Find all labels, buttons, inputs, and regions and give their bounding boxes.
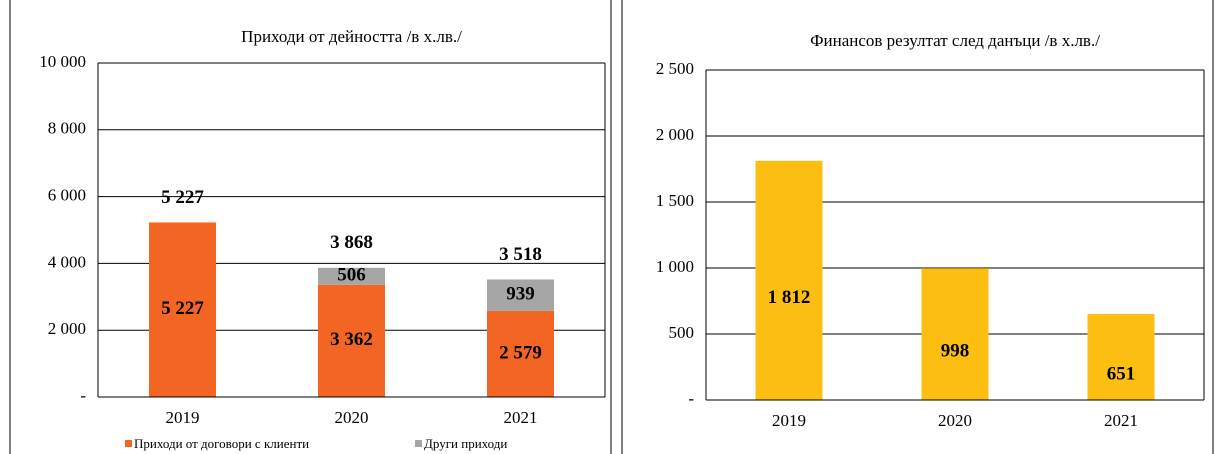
bar: [755, 160, 823, 400]
y-tick-label: 8 000: [48, 119, 86, 138]
y-tick-label: -: [688, 389, 694, 408]
panel-left: [9, 0, 612, 454]
segment-label: 3 362: [330, 329, 373, 350]
x-tick-label: 2019: [166, 408, 200, 427]
legend-label: Приходи от договори с клиенти: [134, 436, 309, 451]
y-tick-label: 6 000: [48, 186, 86, 205]
segment-label: 939: [506, 284, 535, 305]
total-label: 3 518: [499, 244, 542, 265]
bar: [921, 268, 989, 400]
chart-title: Финансов резултат след данъци /в х.лв./: [810, 31, 1100, 50]
segment-label: 506: [337, 265, 366, 286]
y-tick-label: -: [80, 386, 86, 405]
data-label: 1 812: [768, 287, 811, 308]
x-tick-label: 2020: [335, 408, 369, 427]
legend-label: Други приходи: [424, 436, 507, 451]
y-tick-label: 2 000: [48, 319, 86, 338]
panel-right: [621, 0, 1214, 454]
legend-swatch: [125, 440, 132, 447]
bar-segment: [149, 222, 216, 397]
chart-title: Приходи от дейността /в х.лв./: [241, 27, 462, 46]
y-tick-label: 2 500: [656, 59, 694, 78]
y-tick-label: 4 000: [48, 252, 86, 271]
y-tick-label: 500: [669, 323, 695, 342]
bar-segment: [318, 284, 385, 397]
x-tick-label: 2019: [772, 411, 806, 430]
x-tick-label: 2021: [1104, 411, 1138, 430]
y-tick-label: 1 500: [656, 191, 694, 210]
data-label: 998: [941, 340, 970, 361]
bar-segment: [487, 310, 554, 397]
x-tick-label: 2021: [504, 408, 538, 427]
total-label: 5 227: [161, 187, 204, 208]
y-tick-label: 2 000: [656, 125, 694, 144]
bar-segment: [487, 279, 554, 311]
total-label: 3 868: [330, 232, 373, 253]
y-tick-label: 1 000: [656, 257, 694, 276]
y-tick-label: 10 000: [39, 52, 86, 71]
data-label: 651: [1107, 363, 1136, 384]
bar: [1087, 314, 1155, 400]
legend-swatch: [415, 440, 422, 447]
x-tick-label: 2020: [938, 411, 972, 430]
segment-label: 2 579: [499, 342, 542, 363]
bar-segment: [318, 267, 385, 285]
segment-label: 5 227: [161, 298, 204, 319]
